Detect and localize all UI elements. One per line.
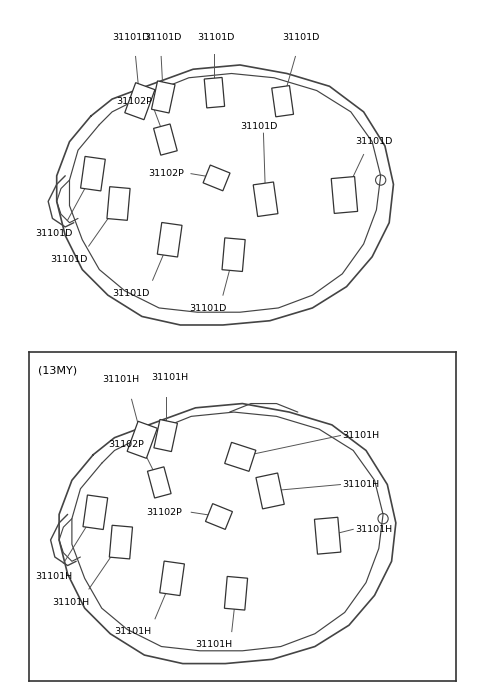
Bar — [125, 83, 155, 120]
Text: 31101H: 31101H — [151, 373, 188, 382]
Text: 31101H: 31101H — [102, 375, 139, 384]
Text: 31101H: 31101H — [343, 431, 380, 440]
Bar — [253, 182, 278, 216]
Bar — [109, 525, 132, 559]
Text: 31102P: 31102P — [108, 439, 144, 448]
Bar — [256, 473, 284, 509]
Text: 31101D: 31101D — [112, 32, 149, 41]
Text: (13MY): (13MY) — [38, 366, 77, 375]
Text: 31101D: 31101D — [112, 289, 149, 298]
Text: 31101D: 31101D — [189, 303, 226, 313]
Bar — [225, 576, 248, 610]
Bar — [107, 187, 130, 220]
Bar — [205, 504, 232, 529]
Text: 31101H: 31101H — [343, 480, 380, 489]
Bar — [222, 238, 245, 272]
Text: 31101H: 31101H — [115, 627, 152, 636]
Bar — [81, 156, 105, 191]
Bar — [157, 223, 182, 257]
Bar — [331, 177, 358, 214]
Text: 31101H: 31101H — [36, 572, 73, 581]
Bar — [127, 422, 157, 458]
Bar — [225, 442, 256, 471]
Bar — [147, 467, 171, 498]
Bar — [314, 518, 341, 554]
Bar — [154, 124, 177, 155]
Bar — [160, 561, 184, 596]
Text: 31101D: 31101D — [50, 255, 88, 264]
Text: 31101D: 31101D — [355, 138, 393, 146]
Text: 31101H: 31101H — [53, 598, 90, 607]
Text: 31102P: 31102P — [146, 508, 182, 517]
Text: 31101D: 31101D — [283, 32, 320, 41]
Text: 31101H: 31101H — [195, 640, 233, 649]
Text: 31101D: 31101D — [144, 32, 181, 41]
Text: 31101D: 31101D — [36, 229, 73, 238]
Text: 31102P: 31102P — [116, 97, 152, 106]
Bar — [152, 81, 175, 113]
Text: 31101H: 31101H — [355, 524, 393, 534]
Text: 31102P: 31102P — [148, 169, 184, 178]
Bar — [154, 419, 178, 452]
Bar — [272, 86, 293, 117]
Bar — [203, 165, 230, 191]
Bar — [83, 495, 108, 529]
Text: 31101D: 31101D — [240, 122, 277, 131]
Text: 31101D: 31101D — [197, 32, 235, 41]
Bar — [204, 77, 225, 108]
